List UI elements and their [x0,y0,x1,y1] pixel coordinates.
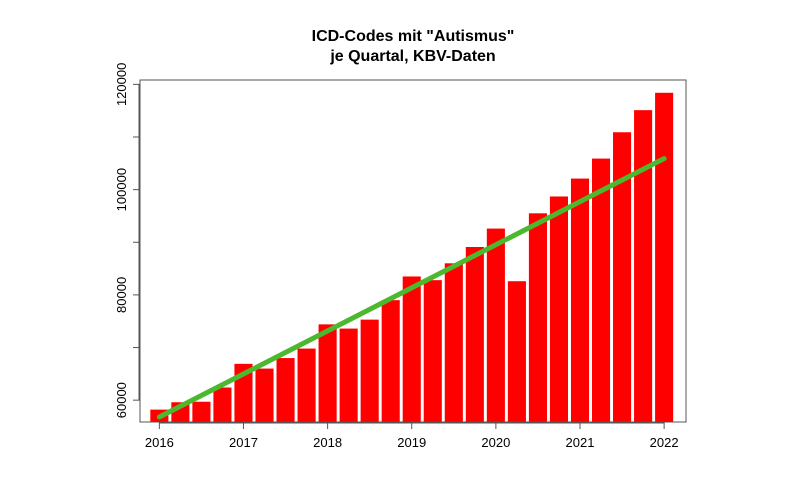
bar [192,401,211,422]
x-tick-label: 2016 [145,435,174,450]
bar [297,348,316,422]
y-tick-label: 120000 [114,63,129,106]
x-tick-label: 2017 [229,435,258,450]
x-tick-label: 2021 [566,435,595,450]
y-tick-label: 60000 [114,382,129,418]
bar [423,280,442,422]
trend-line [156,156,667,420]
bar [591,158,611,422]
bar [276,358,295,422]
bar [613,132,632,422]
bar [634,110,653,422]
bar [655,92,674,422]
y-tick-label: 100000 [114,168,129,211]
bar [465,247,484,422]
bar [570,178,590,422]
bar [402,276,421,422]
bar [528,213,547,422]
x-tick-label: 2019 [397,435,426,450]
chart-title-line2: je Quartal, KBV-Daten [329,48,495,65]
bar [360,319,379,422]
bar [486,228,505,422]
bar [381,300,400,422]
bar [213,387,232,422]
bar [507,281,526,422]
bar [318,324,337,422]
bar [549,196,569,422]
bar [255,368,274,422]
plot-frame [139,79,687,423]
x-tick-label: 2022 [650,435,679,450]
bar [444,263,463,422]
x-tick-label: 2018 [313,435,342,450]
chart-title-line1: ICD-Codes mit "Autismus" [312,28,515,45]
bar [339,328,358,422]
y-tick-label: 80000 [114,277,129,313]
x-tick-label: 2020 [481,435,510,450]
